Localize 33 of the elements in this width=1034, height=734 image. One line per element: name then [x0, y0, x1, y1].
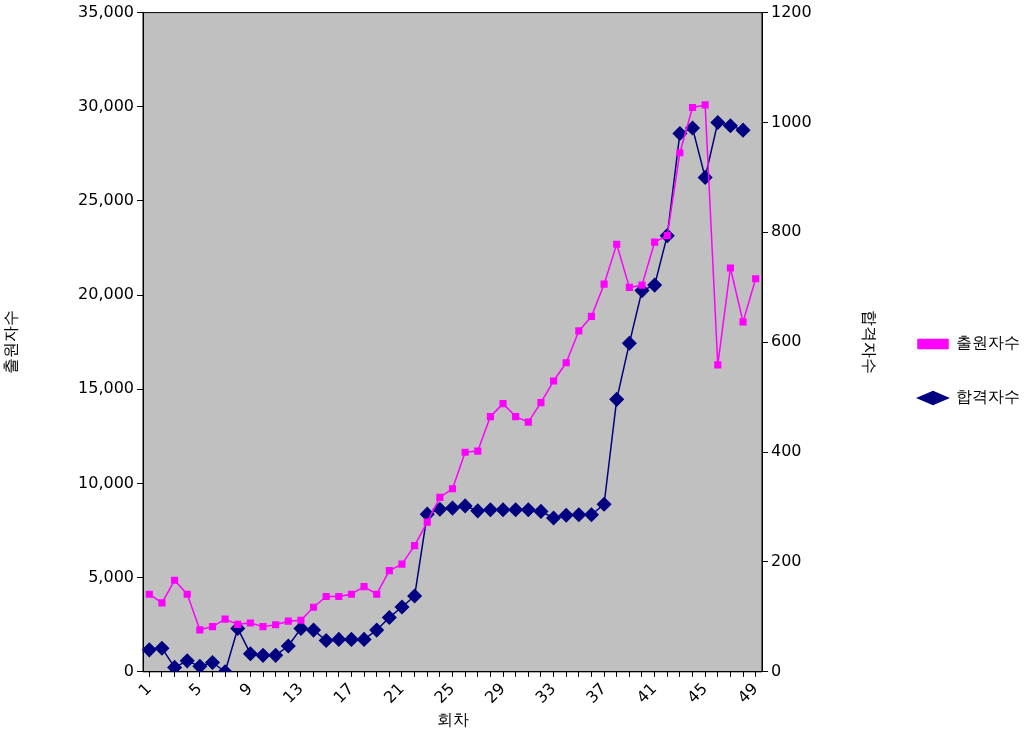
- x-tick-label: 5: [184, 678, 206, 700]
- y2-tick-label: 600: [771, 331, 802, 351]
- y-tick-label: 10,000: [78, 472, 134, 492]
- x-tick-label: 13: [278, 678, 307, 707]
- legend-label: 출원자수: [956, 333, 1020, 353]
- y2-tick-label: 0: [771, 660, 782, 680]
- y2-tick-label: 200: [771, 551, 802, 571]
- x-tick-label: 37: [582, 678, 610, 707]
- y-tick-label: 25,000: [78, 190, 134, 210]
- y-tick-label: 0: [123, 660, 134, 680]
- x-tick-label: 45: [683, 678, 711, 707]
- y-tick-label: 30,000: [78, 95, 134, 115]
- y2-tick-label: 400: [771, 441, 802, 461]
- y2-tick-label: 1200: [771, 1, 812, 21]
- x-tick-label: 25: [430, 678, 459, 707]
- y-tick-label: 20,000: [78, 284, 134, 304]
- y-tick-label: 5,000: [88, 566, 134, 586]
- x-tick-label: 33: [531, 678, 560, 707]
- x-tick-label: 9: [235, 678, 257, 700]
- x-tick-label: 17: [329, 678, 358, 707]
- x-tick-label: 29: [480, 678, 509, 707]
- x-tick-label: 1: [134, 678, 156, 700]
- y2-axis-title: 합격자수: [860, 310, 880, 375]
- y2-tick-label: 800: [771, 221, 802, 241]
- y-tick-label: 35,000: [78, 1, 134, 21]
- legend-label: 합격자수: [956, 387, 1020, 407]
- y-axis-title: 출원자수: [0, 310, 20, 375]
- x-tick-label: 41: [632, 678, 661, 707]
- y-tick-label: 15,000: [78, 378, 134, 398]
- y2-tick-label: 1000: [771, 111, 812, 131]
- x-tick-label: 49: [733, 678, 762, 707]
- x-tick-label: 21: [379, 678, 408, 707]
- x-axis-title: 회차: [436, 709, 469, 729]
